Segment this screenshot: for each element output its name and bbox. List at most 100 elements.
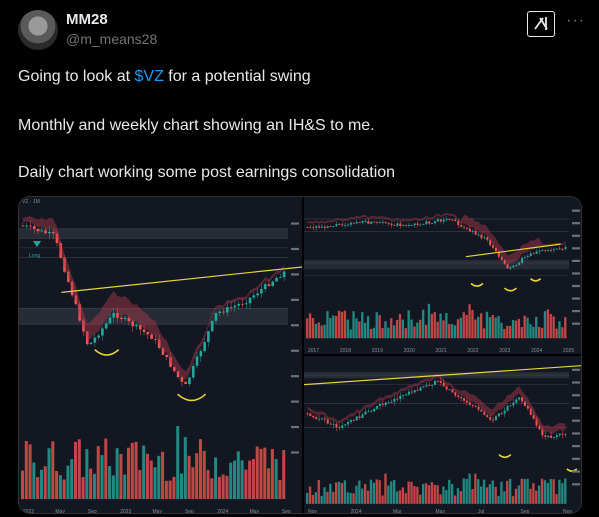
grok-icon[interactable] xyxy=(527,11,555,37)
volume-bar xyxy=(335,315,338,339)
candle-body xyxy=(21,225,25,227)
candle-body xyxy=(203,341,206,352)
candle-body xyxy=(463,226,466,228)
volume-bar xyxy=(343,310,347,339)
candle-body xyxy=(477,406,480,410)
volume-bar xyxy=(456,488,460,504)
author-display-name[interactable]: MM28 xyxy=(66,11,108,28)
volume-bar xyxy=(491,480,494,504)
candle-body xyxy=(384,222,387,224)
candle-body xyxy=(518,262,521,265)
volume-bar xyxy=(366,316,370,339)
volume-bar xyxy=(410,319,413,339)
candle-body xyxy=(355,221,358,224)
weekly-chart-image[interactable]: 2017 2018 2019 2020 2021 2022 2023 2024 2025 xyxy=(304,197,581,354)
volume-bar xyxy=(332,491,335,504)
candle-body xyxy=(188,377,191,385)
candle-body xyxy=(434,221,437,224)
volume-bar xyxy=(509,478,512,504)
volume-bar xyxy=(346,319,349,339)
volume-bar xyxy=(248,460,252,500)
candle-body xyxy=(555,248,558,250)
candle-body xyxy=(176,371,180,378)
price-tick xyxy=(572,272,580,275)
volume-bar xyxy=(445,490,448,504)
author-handle[interactable]: @m_means28 xyxy=(66,31,158,47)
candle-body xyxy=(547,249,550,251)
x-tick-label: Nov xyxy=(308,509,317,514)
volume-bar xyxy=(413,486,416,504)
candle-body xyxy=(326,419,329,424)
candle-body xyxy=(442,219,445,222)
daily-chart-image[interactable]: Nov 2024 Mar May Jul Sep Nov xyxy=(304,356,581,514)
volume-bar xyxy=(329,317,332,339)
candle-body xyxy=(59,243,63,258)
volume-bar xyxy=(497,316,500,339)
tweet-text-prefix: Going to look at xyxy=(18,68,135,85)
candle-body xyxy=(497,413,500,417)
candle-body xyxy=(373,221,376,223)
candle-body xyxy=(550,435,553,438)
x-tick-label: 2023 xyxy=(499,348,510,354)
volume-bar xyxy=(108,466,112,500)
volume-bar xyxy=(157,455,161,500)
candle-body xyxy=(104,323,108,329)
candle-body xyxy=(335,423,338,428)
media-grid[interactable]: 2022 May Sep 2023 May Sep 2024 May Sep Long VZ · … xyxy=(18,196,582,514)
volume-bar xyxy=(500,481,503,504)
volume-bar xyxy=(424,483,428,504)
volume-bar xyxy=(453,325,457,339)
price-tick xyxy=(572,483,580,486)
volume-bar xyxy=(195,453,199,500)
candle-body xyxy=(552,437,555,438)
candle-body xyxy=(358,416,361,418)
volume-bar xyxy=(311,317,315,339)
volume-bar xyxy=(410,481,413,504)
candle-body xyxy=(161,347,165,355)
volume-bar xyxy=(555,494,558,504)
volume-bar xyxy=(558,321,561,339)
candle-body xyxy=(344,424,347,426)
candle-body xyxy=(347,224,350,226)
candle-body xyxy=(390,401,393,403)
volume-bar xyxy=(77,439,81,500)
volume-bar xyxy=(361,488,364,504)
candle-body xyxy=(367,411,370,413)
zone-band xyxy=(19,228,288,239)
cashtag-link[interactable]: $VZ xyxy=(134,68,164,85)
price-tick xyxy=(572,310,580,313)
candle-body xyxy=(428,221,431,224)
volume-bar xyxy=(517,485,521,504)
pattern-arc xyxy=(498,453,512,459)
candle-body xyxy=(523,257,526,258)
volume-bar xyxy=(358,321,361,339)
x-tick-label: May xyxy=(153,509,163,514)
neckline xyxy=(61,266,302,293)
volume-bar xyxy=(149,460,153,500)
candle-body xyxy=(448,389,451,391)
volume-bar xyxy=(123,474,127,500)
candle-body xyxy=(320,418,323,420)
candle-body xyxy=(306,413,309,415)
monthly-chart-image[interactable]: 2022 May Sep 2023 May Sep 2024 May Sep Long VZ · … xyxy=(19,197,302,514)
volume-bar xyxy=(407,310,410,339)
candle-body xyxy=(378,222,381,224)
candle-body xyxy=(451,219,454,221)
candle-body xyxy=(500,413,503,415)
volume-bar xyxy=(375,312,378,339)
candle-body xyxy=(561,433,564,435)
pattern-arc xyxy=(470,282,484,287)
tweet-text-suffix: for a potential swing xyxy=(163,68,311,85)
more-icon[interactable]: ··· xyxy=(566,12,585,29)
candle-body xyxy=(425,385,428,387)
candle-body xyxy=(486,237,489,240)
candle-body xyxy=(338,224,341,225)
candle-body xyxy=(260,289,263,294)
candle-body xyxy=(555,435,558,438)
avatar[interactable] xyxy=(18,10,58,50)
price-tick xyxy=(572,457,580,460)
candle-body xyxy=(123,317,127,320)
candle-body xyxy=(344,224,347,226)
candle-body xyxy=(515,264,518,266)
x-tick-label: Jul xyxy=(478,509,484,514)
